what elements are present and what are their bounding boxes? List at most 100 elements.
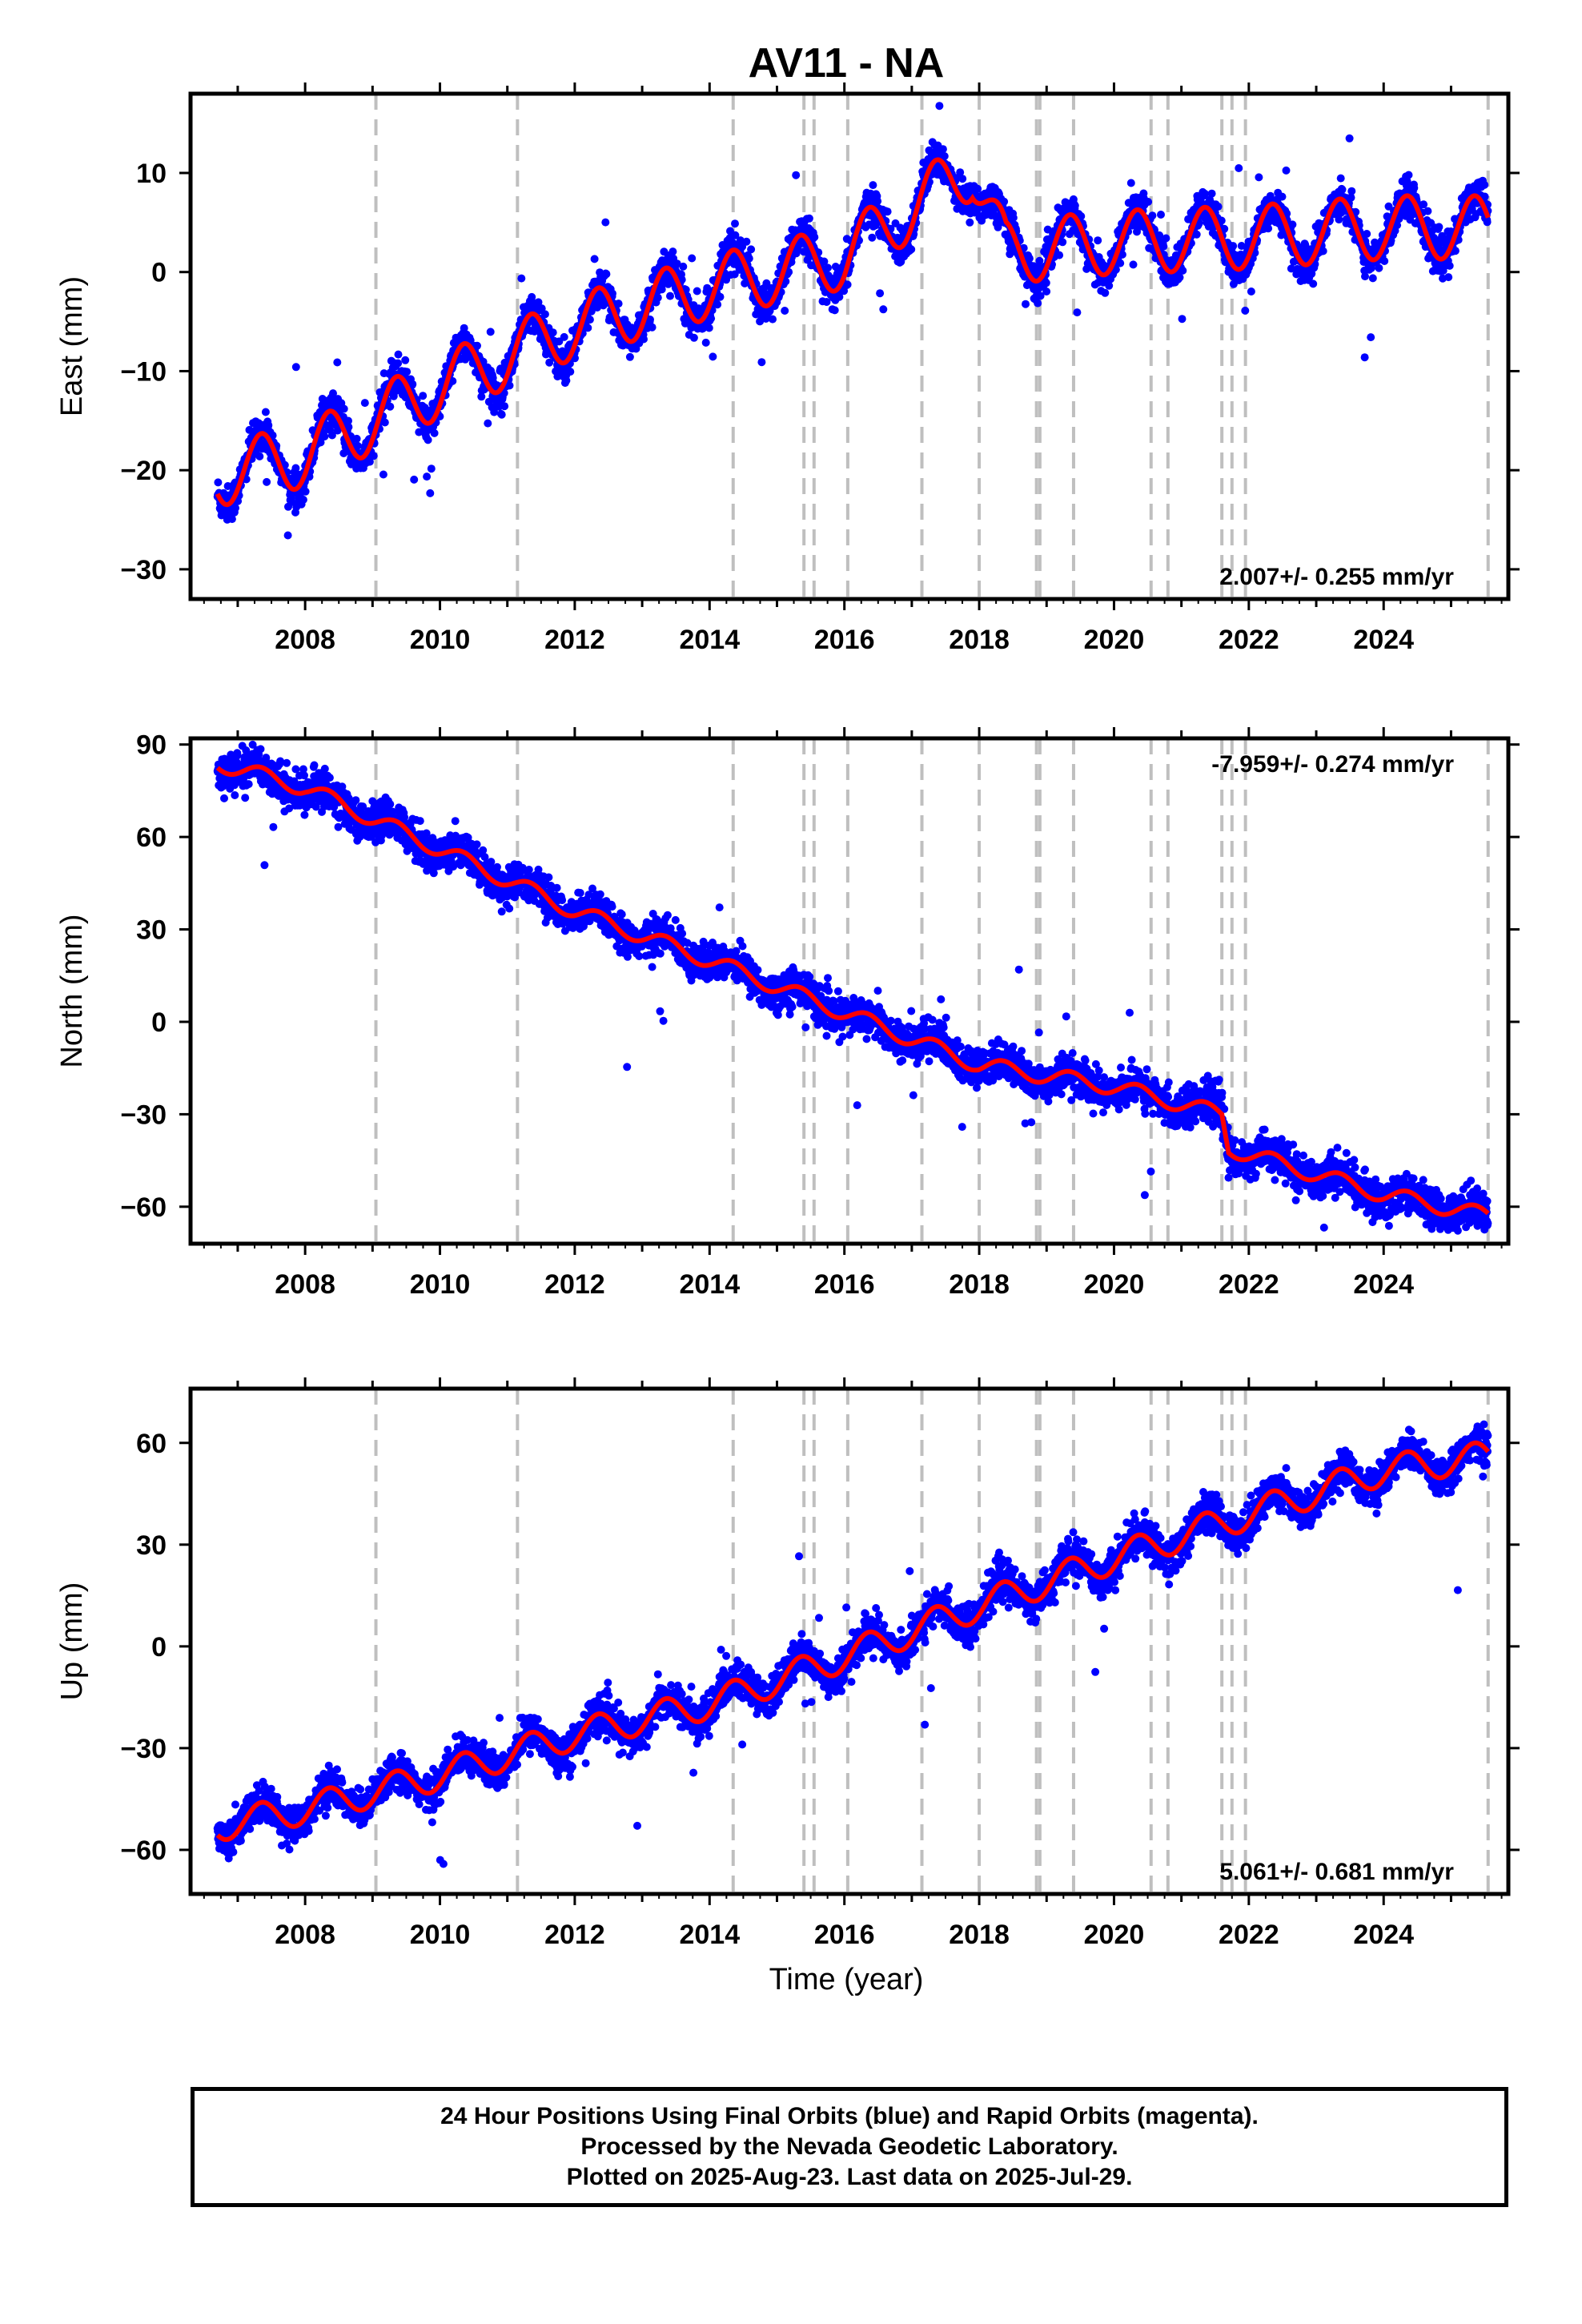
data-point — [1105, 281, 1114, 290]
data-point — [401, 356, 410, 364]
data-point — [709, 352, 717, 361]
data-point — [1404, 171, 1413, 179]
data-point — [1278, 192, 1287, 201]
data-point — [935, 102, 944, 111]
y-tick-label: 10 — [136, 159, 167, 189]
rate-label: 2.007+/- 0.255 mm/yr — [1219, 564, 1454, 590]
data-point — [227, 515, 236, 524]
data-point — [220, 794, 228, 802]
data-point — [386, 800, 395, 809]
y-tick-label: 0 — [151, 258, 167, 288]
data-point — [344, 423, 353, 432]
data-point — [1360, 353, 1369, 362]
data-point — [660, 247, 669, 256]
data-point — [403, 368, 412, 376]
data-point — [1410, 183, 1419, 192]
data-point — [1178, 266, 1187, 275]
data-point — [679, 262, 688, 271]
data-point — [1159, 242, 1168, 251]
data-point — [1282, 166, 1291, 175]
data-point — [548, 328, 557, 337]
data-point — [325, 774, 334, 782]
data-point — [830, 306, 839, 315]
data-point — [1423, 207, 1432, 215]
data-point — [329, 389, 337, 398]
data-point — [562, 376, 571, 385]
data-point — [1255, 173, 1263, 182]
data-point — [1073, 308, 1082, 317]
data-point — [339, 449, 348, 457]
data-point — [333, 358, 342, 367]
chart-title: AV11 - NA — [749, 40, 945, 86]
data-point — [339, 404, 348, 413]
data-point — [1058, 238, 1067, 247]
data-point — [528, 292, 536, 301]
data-point — [648, 323, 656, 332]
data-point — [653, 293, 662, 302]
data-point — [640, 335, 648, 344]
data-point — [1235, 164, 1243, 172]
y-tick-label: −20 — [120, 456, 167, 486]
data-point — [1367, 333, 1375, 342]
data-point — [873, 197, 882, 206]
data-point — [1116, 259, 1125, 267]
data-point — [327, 431, 336, 440]
data-point — [560, 332, 568, 341]
data-point — [666, 292, 674, 300]
data-point — [657, 285, 666, 294]
data-point — [310, 761, 319, 770]
data-point — [938, 145, 947, 154]
data-point — [214, 478, 223, 487]
data-point — [545, 358, 554, 367]
data-point — [410, 475, 419, 484]
data-point — [716, 292, 725, 301]
data-point — [400, 813, 409, 822]
data-point — [1022, 300, 1030, 308]
data-point — [353, 441, 362, 450]
data-point — [534, 298, 543, 307]
data-point — [805, 214, 813, 223]
data-point — [1094, 236, 1102, 245]
y-tick-label: −30 — [120, 555, 167, 585]
data-point — [426, 489, 435, 497]
data-point — [379, 470, 387, 479]
data-point — [1445, 261, 1454, 270]
data-point — [386, 402, 395, 411]
data-point — [1129, 260, 1138, 269]
x-tick-label: 2012 — [544, 625, 605, 655]
data-point — [907, 245, 916, 254]
x-tick-label: 2022 — [1219, 625, 1279, 655]
data-point — [1368, 274, 1377, 283]
data-point — [540, 310, 549, 319]
data-point — [879, 305, 888, 314]
data-point — [1034, 299, 1042, 308]
data-point — [1375, 263, 1383, 272]
data-point — [1042, 287, 1051, 296]
data-point — [231, 504, 239, 513]
data-point — [1207, 189, 1216, 198]
data-point — [380, 418, 389, 427]
data-point — [757, 358, 766, 367]
data-point — [269, 822, 278, 831]
data-point — [424, 436, 432, 444]
data-point — [810, 233, 819, 242]
data-point — [566, 368, 575, 376]
data-point — [264, 421, 273, 429]
data-point — [731, 231, 740, 239]
data-point — [320, 764, 329, 773]
y-axis-label: East (mm) — [55, 276, 89, 416]
data-point — [260, 861, 269, 870]
data-point — [1178, 315, 1186, 324]
data-point — [707, 314, 716, 323]
data-point — [1483, 218, 1492, 227]
data-point — [244, 780, 253, 789]
data-point — [688, 254, 697, 263]
data-point — [268, 431, 277, 440]
data-point — [423, 472, 432, 481]
data-point — [517, 274, 526, 283]
data-point — [537, 304, 546, 313]
data-point — [291, 464, 300, 472]
data-point — [408, 380, 417, 388]
